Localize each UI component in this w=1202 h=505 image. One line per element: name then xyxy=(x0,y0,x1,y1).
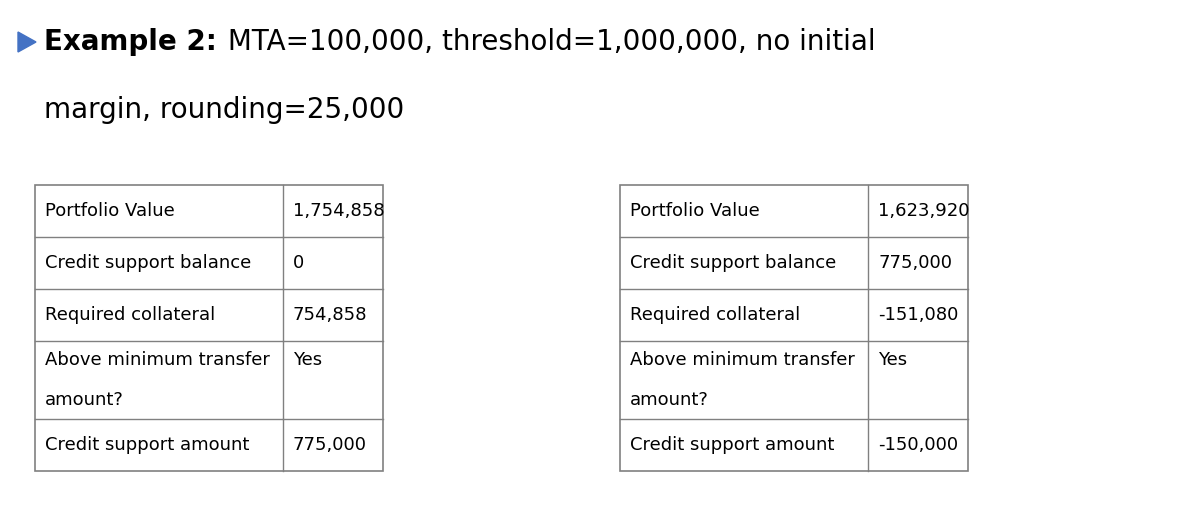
Bar xyxy=(620,185,968,471)
Polygon shape xyxy=(18,32,36,52)
Text: 1,623,920: 1,623,920 xyxy=(877,202,970,220)
Text: amount?: amount? xyxy=(44,391,124,409)
Text: Credit support balance: Credit support balance xyxy=(630,254,837,272)
Text: -151,080: -151,080 xyxy=(877,306,958,324)
Text: Portfolio Value: Portfolio Value xyxy=(44,202,174,220)
Text: 775,000: 775,000 xyxy=(293,436,367,454)
Text: Credit support balance: Credit support balance xyxy=(44,254,251,272)
Text: Portfolio Value: Portfolio Value xyxy=(630,202,760,220)
Text: Required collateral: Required collateral xyxy=(44,306,215,324)
Text: Yes: Yes xyxy=(877,350,908,369)
Text: Credit support amount: Credit support amount xyxy=(630,436,834,454)
Text: Above minimum transfer: Above minimum transfer xyxy=(630,350,855,369)
Text: Yes: Yes xyxy=(293,350,322,369)
Text: 0: 0 xyxy=(293,254,304,272)
Bar xyxy=(35,185,383,471)
Text: Required collateral: Required collateral xyxy=(630,306,801,324)
Text: 775,000: 775,000 xyxy=(877,254,952,272)
Text: -150,000: -150,000 xyxy=(877,436,958,454)
Text: Example 2:: Example 2: xyxy=(44,28,216,56)
Text: 1,754,858: 1,754,858 xyxy=(293,202,385,220)
Text: Credit support amount: Credit support amount xyxy=(44,436,249,454)
Text: 754,858: 754,858 xyxy=(293,306,368,324)
Text: amount?: amount? xyxy=(630,391,709,409)
Text: MTA=100,000, threshold=1,000,000, no initial: MTA=100,000, threshold=1,000,000, no ini… xyxy=(219,28,875,56)
Text: Above minimum transfer: Above minimum transfer xyxy=(44,350,270,369)
Text: margin, rounding=25,000: margin, rounding=25,000 xyxy=(44,96,404,124)
